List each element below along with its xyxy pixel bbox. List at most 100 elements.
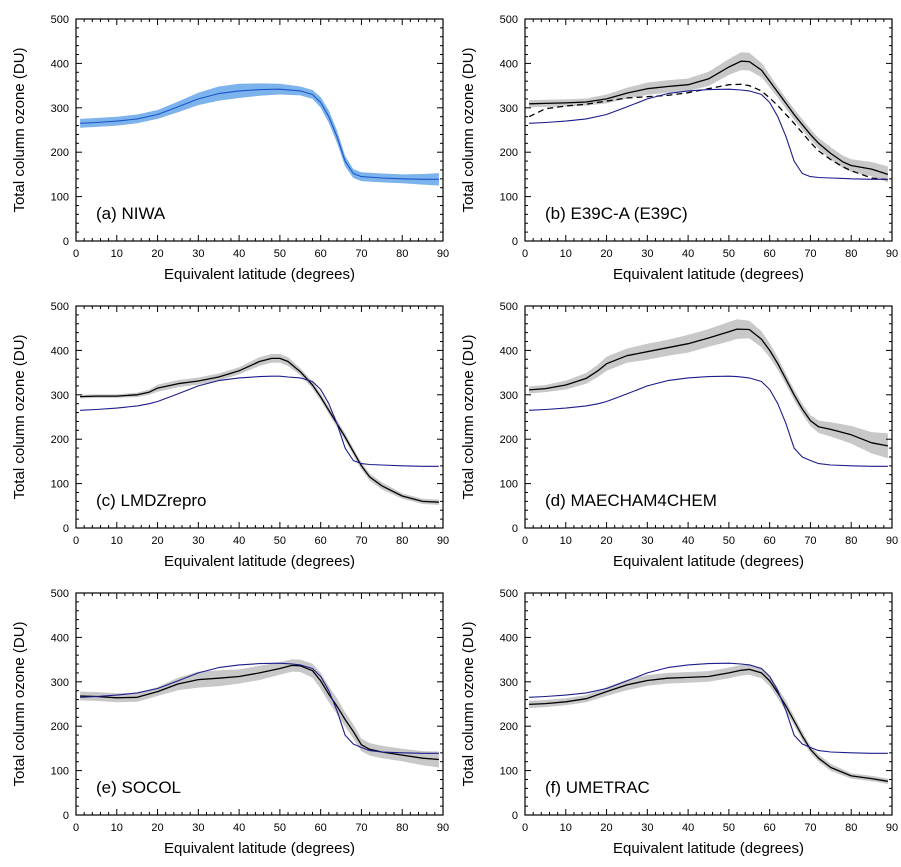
data-point <box>96 696 97 697</box>
y-tick-label: 0 <box>63 810 69 822</box>
data-point <box>402 495 403 496</box>
x-tick-label: 80 <box>845 248 857 260</box>
data-point <box>565 408 566 409</box>
x-tick-label: 80 <box>396 248 408 260</box>
data-point <box>328 116 329 117</box>
data-point <box>785 136 786 137</box>
data-point <box>818 426 819 427</box>
data-point <box>887 445 888 446</box>
data-point <box>198 380 199 381</box>
y-axis-title: Total column ozone (DU) <box>460 334 477 499</box>
x-tick-label: 90 <box>886 535 898 547</box>
data-point <box>545 696 546 697</box>
x-tick-label: 60 <box>764 248 776 260</box>
data-point <box>647 88 648 89</box>
data-point <box>688 664 689 665</box>
data-point <box>741 84 742 85</box>
panel-label: (a) NIWA <box>96 204 166 223</box>
y-tick-label: 0 <box>512 810 518 822</box>
data-point <box>312 94 313 95</box>
y-tick-label: 100 <box>51 479 69 491</box>
x-axis-title: Equivalent latitude (degrees) <box>164 553 355 570</box>
data-point <box>761 668 762 669</box>
data-point <box>565 121 566 122</box>
data-point <box>794 114 795 115</box>
data-point <box>586 692 587 693</box>
data-point <box>830 429 831 430</box>
panel-label: (c) LMDZrepro <box>96 491 207 510</box>
x-tick-label: 90 <box>437 248 449 260</box>
data-point <box>688 84 689 85</box>
data-point <box>402 465 403 466</box>
data-point <box>871 179 872 180</box>
data-point <box>647 680 648 681</box>
data-point <box>361 176 362 177</box>
x-tick-label: 30 <box>192 248 204 260</box>
data-point <box>239 377 240 378</box>
data-point <box>626 93 627 94</box>
data-point <box>198 385 199 386</box>
y-tick-label: 500 <box>51 301 69 313</box>
data-point <box>871 778 872 779</box>
data-point <box>606 401 607 402</box>
x-tick-label: 60 <box>764 822 776 834</box>
data-point <box>769 350 770 351</box>
data-point <box>345 161 346 162</box>
data-point <box>761 672 762 673</box>
data-point <box>381 464 382 465</box>
data-point <box>818 750 819 751</box>
data-point <box>369 476 370 477</box>
data-point <box>328 690 329 691</box>
data-point <box>369 749 370 750</box>
x-tick-label: 90 <box>886 248 898 260</box>
data-point <box>626 106 627 107</box>
data-point <box>728 672 729 673</box>
data-point <box>529 116 530 117</box>
data-point <box>402 752 403 753</box>
series-line-model <box>80 357 439 503</box>
x-tick-label: 60 <box>315 822 327 834</box>
data-point <box>851 165 852 166</box>
x-tick-label: 50 <box>723 822 735 834</box>
data-point <box>667 93 668 94</box>
y-tick-label: 200 <box>500 721 518 733</box>
data-point <box>749 669 750 670</box>
data-point <box>818 150 819 151</box>
data-point <box>565 102 566 103</box>
data-point <box>198 98 199 99</box>
data-point <box>802 735 803 736</box>
data-point <box>785 423 786 424</box>
y-axis-title: Total column ozone (DU) <box>11 334 28 499</box>
x-tick-label: 10 <box>111 822 123 834</box>
data-point <box>785 114 786 115</box>
data-point <box>292 665 293 666</box>
y-tick-label: 400 <box>51 345 69 357</box>
data-point <box>336 706 337 707</box>
x-tick-label: 30 <box>641 248 653 260</box>
data-point <box>80 695 81 696</box>
x-tick-label: 0 <box>522 535 528 547</box>
data-point <box>728 66 729 67</box>
data-point <box>218 678 219 679</box>
y-tick-label: 100 <box>51 192 69 204</box>
data-point <box>626 393 627 394</box>
data-point <box>137 118 138 119</box>
x-tick-label: 50 <box>274 535 286 547</box>
data-point <box>177 383 178 384</box>
data-point <box>198 672 199 673</box>
data-point <box>312 670 313 671</box>
uncertainty-band <box>529 319 888 459</box>
data-point <box>749 85 750 86</box>
data-point <box>381 485 382 486</box>
data-point <box>422 179 423 180</box>
data-point <box>529 704 530 705</box>
data-point <box>361 465 362 466</box>
data-point <box>545 108 546 109</box>
data-point <box>606 691 607 692</box>
data-point <box>761 339 762 340</box>
y-axis-title: Total column ozone (DU) <box>11 621 28 786</box>
data-point <box>843 178 844 179</box>
data-point <box>279 376 280 377</box>
series-line-model <box>80 664 439 761</box>
